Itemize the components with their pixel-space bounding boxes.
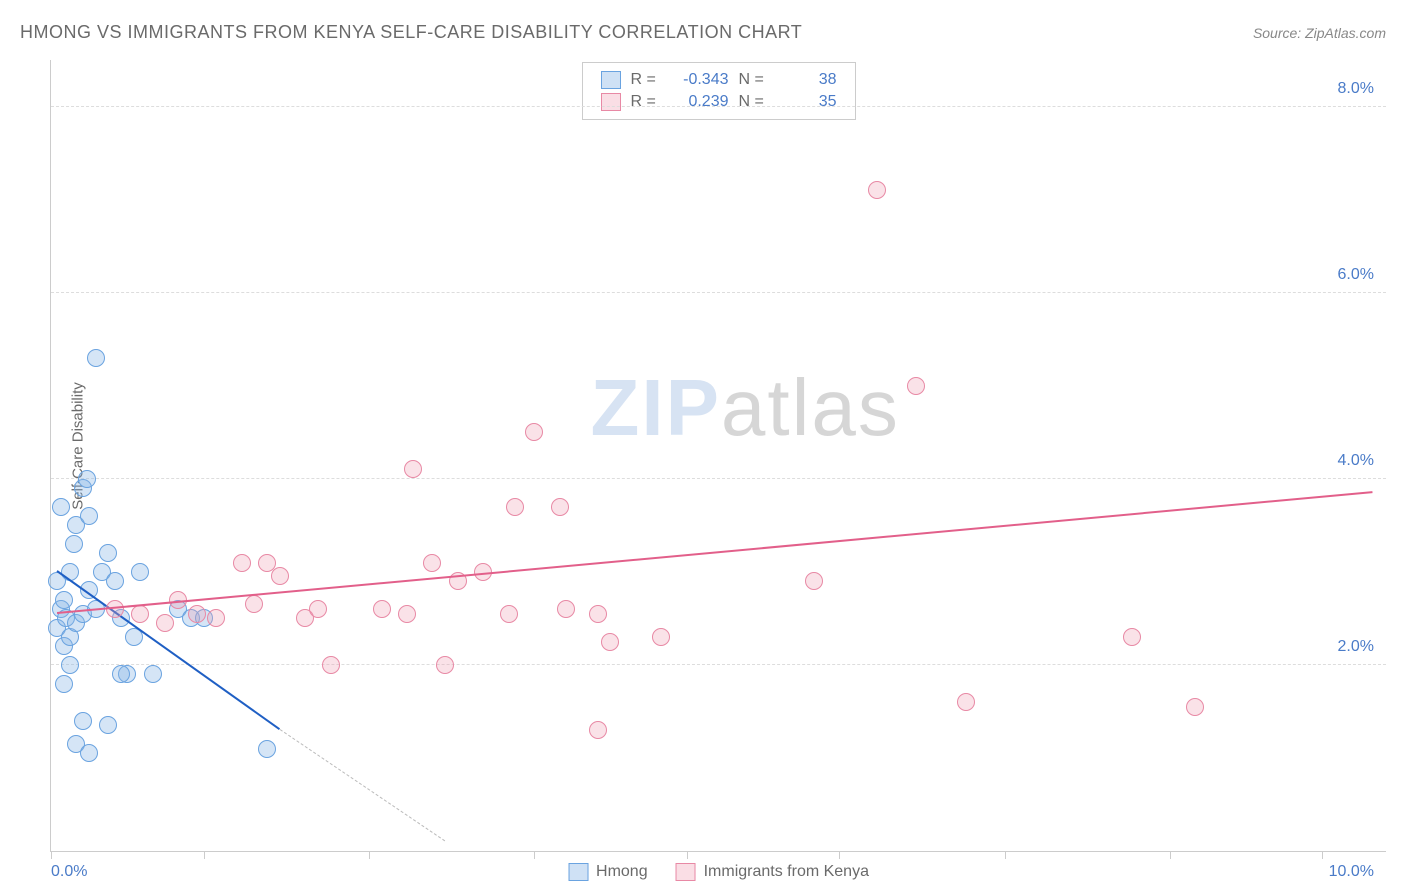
x-tick-mark: [839, 851, 840, 859]
legend-correlation: R = -0.343 N = 38 R = 0.239 N = 35: [582, 62, 856, 120]
data-point: [258, 740, 276, 758]
data-point: [373, 600, 391, 618]
header: HMONG VS IMMIGRANTS FROM KENYA SELF-CARE…: [20, 22, 1386, 43]
legend-label-b: Immigrants from Kenya: [704, 863, 869, 881]
n-label-b: N =: [739, 93, 771, 111]
data-point: [907, 377, 925, 395]
trend-line: [57, 491, 1373, 614]
data-point: [144, 665, 162, 683]
data-point: [131, 605, 149, 623]
data-point: [74, 712, 92, 730]
x-tick-mark: [51, 851, 52, 859]
y-tick-label: 6.0%: [1338, 266, 1374, 284]
gridline: [51, 106, 1386, 107]
data-point: [233, 554, 251, 572]
watermark-zip: ZIP: [590, 363, 720, 452]
data-point: [156, 614, 174, 632]
data-point: [80, 507, 98, 525]
data-point: [1186, 698, 1204, 716]
data-point: [525, 423, 543, 441]
data-point: [80, 744, 98, 762]
data-point: [436, 656, 454, 674]
source-label: Source: ZipAtlas.com: [1253, 25, 1386, 41]
legend-item-b: Immigrants from Kenya: [676, 863, 869, 881]
data-point: [78, 470, 96, 488]
x-tick-first: 0.0%: [51, 863, 87, 881]
gridline: [51, 478, 1386, 479]
data-point: [106, 572, 124, 590]
watermark: ZIPatlas: [590, 362, 899, 454]
gridline: [51, 292, 1386, 293]
data-point: [322, 656, 340, 674]
legend-row-b: R = 0.239 N = 35: [601, 91, 837, 113]
y-tick-label: 2.0%: [1338, 638, 1374, 656]
x-tick-mark: [1322, 851, 1323, 859]
data-point: [52, 498, 70, 516]
data-point: [207, 609, 225, 627]
y-tick-label: 4.0%: [1338, 452, 1374, 470]
legend-swatch-b-icon: [676, 863, 696, 881]
data-point: [404, 460, 422, 478]
data-point: [423, 554, 441, 572]
gridline: [51, 664, 1386, 665]
data-point: [61, 656, 79, 674]
data-point: [65, 535, 83, 553]
swatch-a-icon: [601, 71, 621, 89]
r-value-a: -0.343: [673, 71, 729, 89]
data-point: [868, 181, 886, 199]
data-point: [99, 544, 117, 562]
data-point: [551, 498, 569, 516]
data-point: [112, 665, 130, 683]
data-point: [55, 675, 73, 693]
data-point: [188, 605, 206, 623]
x-tick-mark: [1005, 851, 1006, 859]
legend-swatch-a-icon: [568, 863, 588, 881]
x-tick-mark: [534, 851, 535, 859]
r-value-b: 0.239: [673, 93, 729, 111]
data-point: [245, 595, 263, 613]
data-point: [957, 693, 975, 711]
x-tick-mark: [1170, 851, 1171, 859]
data-point: [589, 605, 607, 623]
data-point: [506, 498, 524, 516]
data-point: [589, 721, 607, 739]
data-point: [1123, 628, 1141, 646]
legend-item-a: Hmong: [568, 863, 648, 881]
x-tick-mark: [687, 851, 688, 859]
data-point: [601, 633, 619, 651]
y-tick-label: 8.0%: [1338, 80, 1374, 98]
data-point: [398, 605, 416, 623]
data-point: [131, 563, 149, 581]
data-point: [557, 600, 575, 618]
x-tick-mark: [204, 851, 205, 859]
r-label-b: R =: [631, 93, 663, 111]
r-label-a: R =: [631, 71, 663, 89]
data-point: [99, 716, 117, 734]
data-point: [309, 600, 327, 618]
data-point: [271, 567, 289, 585]
data-point: [805, 572, 823, 590]
trend-line: [280, 729, 446, 841]
watermark-atlas: atlas: [721, 363, 900, 452]
legend-series: Hmong Immigrants from Kenya: [568, 863, 869, 881]
n-value-a: 38: [781, 71, 837, 89]
swatch-b-icon: [601, 93, 621, 111]
legend-label-a: Hmong: [596, 863, 648, 881]
data-point: [500, 605, 518, 623]
x-tick-mark: [369, 851, 370, 859]
data-point: [87, 349, 105, 367]
n-label-a: N =: [739, 71, 771, 89]
n-value-b: 35: [781, 93, 837, 111]
chart-area: ZIPatlas R = -0.343 N = 38 R = 0.239 N =…: [50, 60, 1386, 852]
data-point: [652, 628, 670, 646]
plot-region: ZIPatlas R = -0.343 N = 38 R = 0.239 N =…: [50, 60, 1386, 852]
data-point: [55, 591, 73, 609]
x-tick-last: 10.0%: [1329, 863, 1374, 881]
chart-title: HMONG VS IMMIGRANTS FROM KENYA SELF-CARE…: [20, 22, 802, 43]
legend-row-a: R = -0.343 N = 38: [601, 69, 837, 91]
